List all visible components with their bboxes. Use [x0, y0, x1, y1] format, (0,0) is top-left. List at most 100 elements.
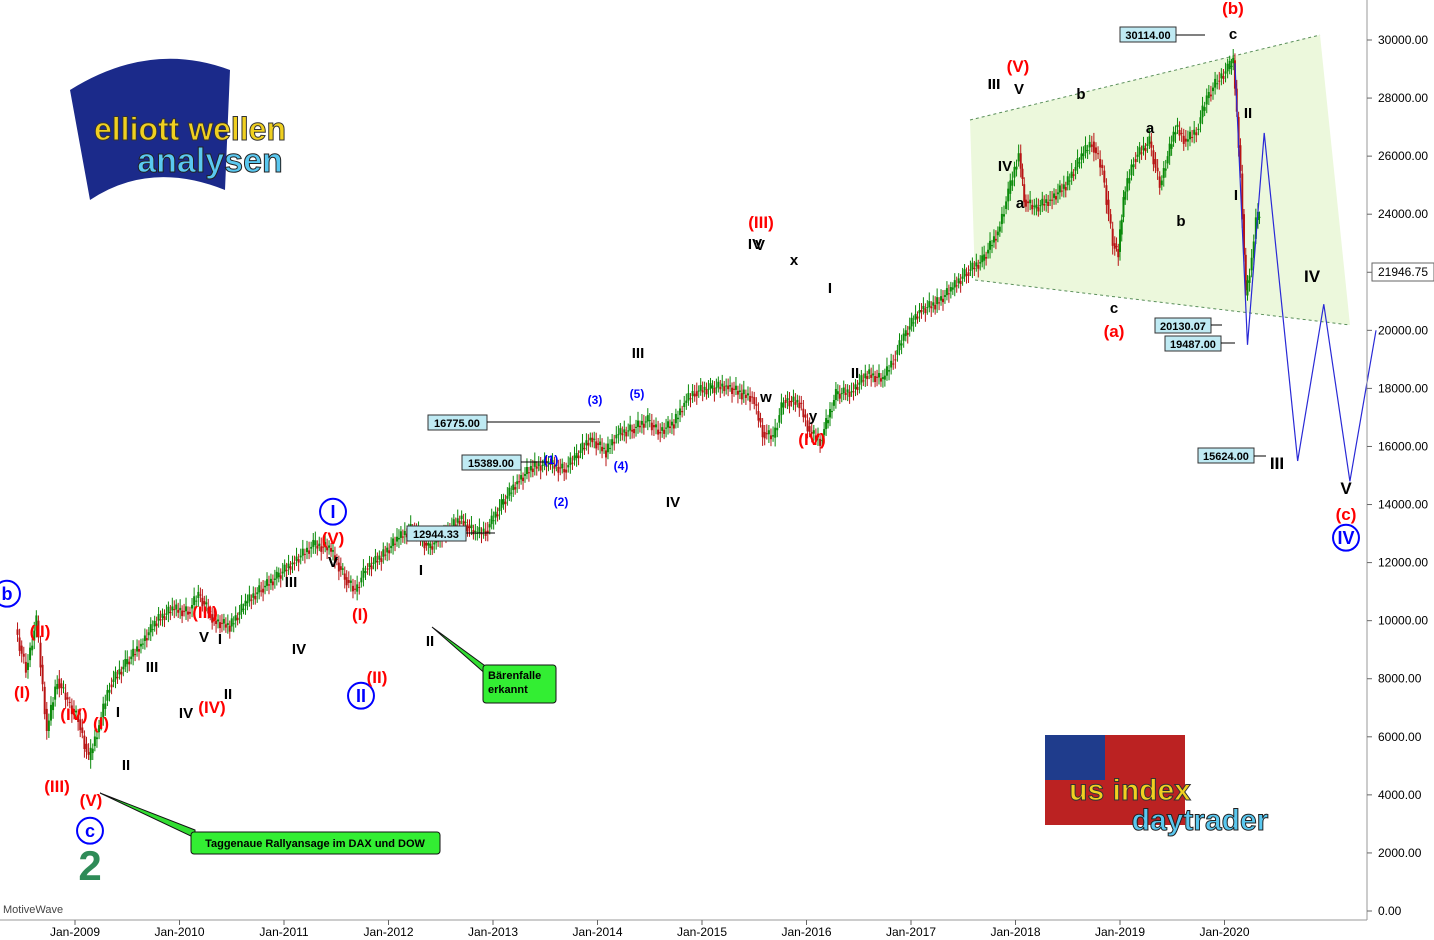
candle-body	[1164, 168, 1167, 171]
candle-body	[126, 659, 129, 665]
candle-body	[494, 511, 497, 518]
candle-body	[122, 666, 125, 670]
price-box-15624: 15624.00	[1203, 451, 1249, 463]
candle-body	[392, 538, 395, 546]
candle-body	[167, 606, 170, 614]
candle-body	[963, 269, 966, 277]
candle-body	[1226, 63, 1229, 72]
candle-body	[316, 545, 319, 549]
candle-body	[1019, 153, 1022, 169]
candle-body	[256, 592, 259, 595]
logo-flag	[70, 58, 230, 200]
candle-body	[159, 619, 162, 621]
candle-body	[161, 613, 164, 618]
candle-body	[794, 401, 797, 405]
candle-body	[894, 359, 897, 361]
candle-body	[573, 455, 576, 461]
candle-body	[75, 710, 78, 713]
candle-body	[591, 437, 594, 443]
candle-body	[1060, 190, 1063, 192]
candle-body	[1176, 124, 1179, 128]
candle-body	[881, 377, 884, 379]
candle-body	[533, 461, 536, 467]
wave-label: (I)	[14, 683, 30, 702]
candle-body	[1074, 167, 1077, 171]
candle-body	[484, 531, 487, 536]
candle-body	[615, 434, 618, 439]
wave-label: II	[851, 365, 859, 382]
candle-body	[827, 420, 830, 424]
candle-body	[29, 647, 32, 661]
wave-label: (III)	[748, 213, 774, 232]
candle-body	[1220, 73, 1223, 79]
candle-body	[68, 701, 71, 703]
candle-body	[258, 585, 261, 593]
candle-body	[41, 664, 44, 685]
candle-body	[264, 585, 267, 588]
candle-body	[888, 370, 891, 372]
candle-body	[1066, 176, 1069, 186]
candle-body	[1248, 275, 1251, 283]
candle-body	[769, 435, 772, 440]
candle-body	[388, 550, 391, 554]
callout-rally-text: Taggenaue Rallyansage im DAX und DOW	[205, 838, 425, 850]
candle-body	[601, 446, 604, 452]
candle-body	[39, 642, 42, 668]
candle-body	[1216, 83, 1219, 85]
candle-body	[56, 683, 59, 690]
candle-body	[1017, 153, 1020, 162]
candle-body	[928, 301, 931, 308]
candle-body	[213, 617, 216, 621]
y-tick-label: 24000.00	[1378, 207, 1428, 221]
candle-body	[1003, 214, 1006, 217]
candle-body	[676, 417, 679, 420]
candle-body	[378, 555, 381, 560]
candle-body	[147, 632, 150, 636]
candle-body	[1195, 132, 1198, 136]
candle-body	[892, 363, 895, 365]
candle-body	[1105, 185, 1108, 205]
candle-body	[312, 539, 315, 547]
candle-body	[283, 564, 286, 572]
candle-body	[1201, 105, 1204, 118]
price-box-19487: 19487.00	[1170, 339, 1216, 351]
candle-body	[139, 643, 142, 647]
candle-body	[701, 390, 704, 393]
candle-body	[644, 421, 647, 423]
candle-body	[916, 316, 919, 319]
candle-body	[699, 384, 702, 391]
candles-layer	[16, 49, 1261, 769]
wave-label: (a)	[1104, 322, 1125, 341]
wave-label: (b)	[1222, 0, 1244, 18]
candle-body	[45, 708, 48, 731]
candle-body	[959, 280, 962, 285]
candle-body	[234, 615, 237, 621]
logo-flag-canton	[1045, 735, 1105, 780]
candle-body	[516, 481, 519, 485]
candle-body	[281, 571, 284, 574]
wave-label: (IV)	[60, 705, 87, 724]
candle-body	[872, 373, 875, 376]
x-tick-label: Jan-2009	[50, 925, 100, 939]
candle-body	[868, 369, 871, 374]
candle-body	[547, 461, 550, 465]
candle-body	[291, 562, 294, 565]
candle-body	[957, 278, 960, 284]
candle-body	[472, 529, 475, 535]
wave-labels: b(II)(I)(IV) (I)(III)II(V)c2IIIIIIIVV(III…	[0, 0, 1360, 889]
candle-body	[1239, 145, 1242, 171]
wave-circle	[319, 497, 347, 526]
candle-body	[116, 676, 119, 678]
candle-body	[496, 514, 499, 517]
candle-body	[79, 719, 82, 731]
wave-label: a	[1146, 120, 1155, 137]
candle-body	[832, 400, 835, 406]
candle-body	[646, 415, 649, 422]
candle-body	[518, 481, 521, 483]
candle-body	[425, 543, 428, 546]
candle-body	[1103, 170, 1106, 183]
candle-body	[1138, 147, 1141, 155]
candle-body	[836, 391, 839, 395]
candle-body	[1029, 199, 1032, 204]
candle-body	[1023, 184, 1026, 203]
